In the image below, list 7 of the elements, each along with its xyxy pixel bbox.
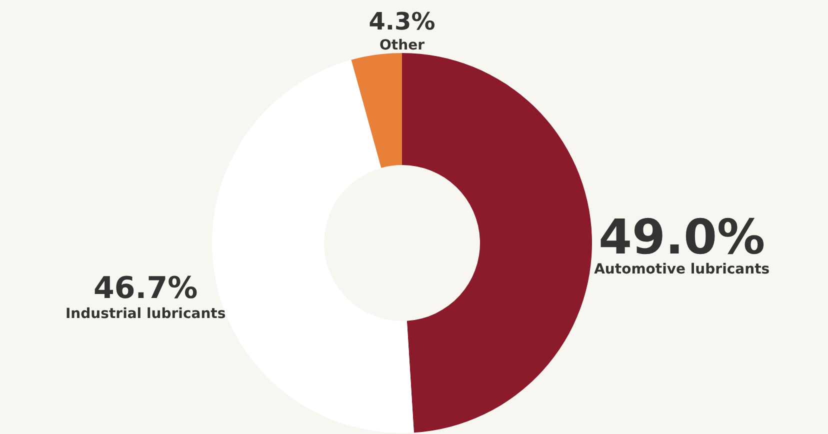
data-label: 46.7% [94, 271, 198, 306]
donut-slice [351, 53, 402, 168]
slice-label: Other [380, 38, 425, 54]
slice-label: Industrial lubricants [65, 306, 226, 322]
slice-label: Automotive lubricants [594, 261, 770, 278]
donut-slice [402, 53, 592, 433]
data-label: 4.3% [368, 8, 436, 36]
